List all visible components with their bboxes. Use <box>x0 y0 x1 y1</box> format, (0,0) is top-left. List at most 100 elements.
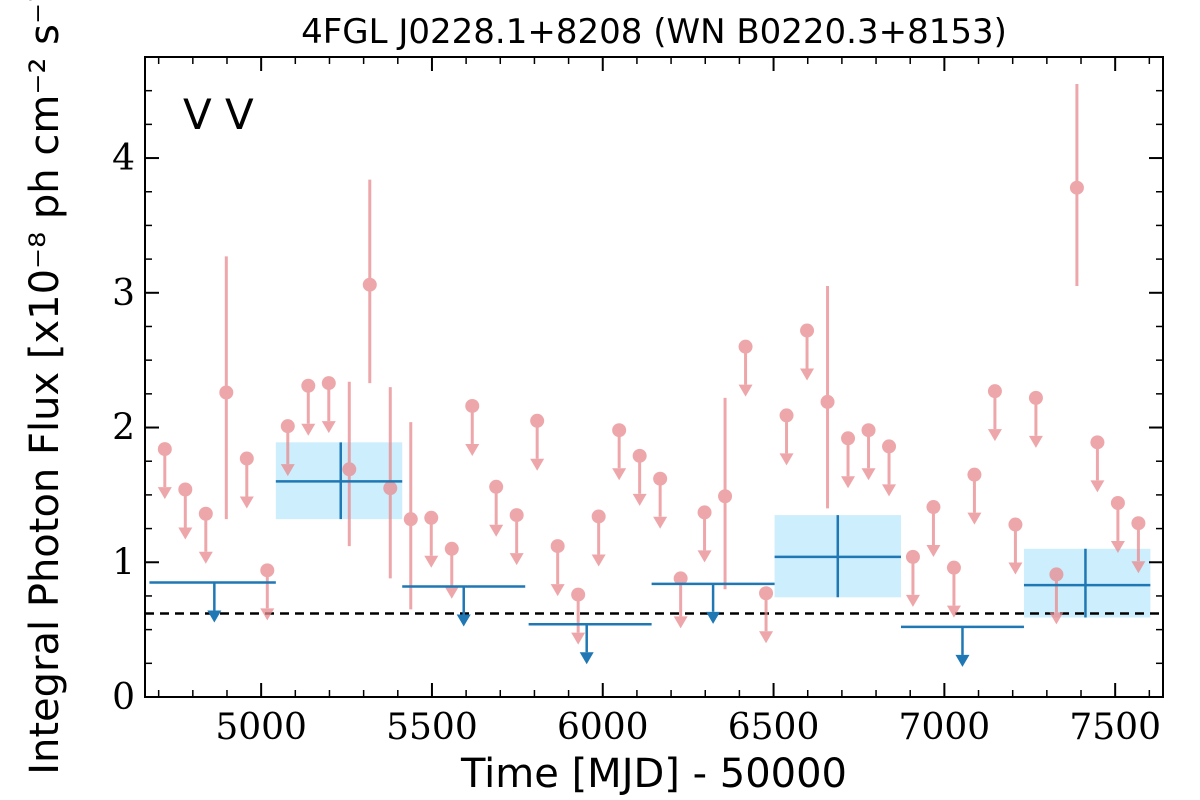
monthly-upper-limit-point <box>321 376 336 391</box>
monthly-upper-limit-point <box>905 549 920 564</box>
monthly-upper-limit-arrow <box>465 443 480 456</box>
yearly-upper-limit-arrow <box>207 610 222 623</box>
monthly-upper-limit-point <box>571 587 586 602</box>
monthly-upper-limit-point <box>1049 567 1064 582</box>
yearly-upper-limit-arrow <box>706 611 721 624</box>
y-axis-ticks: 0 1 2 3 4 <box>112 56 1163 718</box>
monthly-upper-limit-point <box>178 482 193 497</box>
monthly-upper-limit-point <box>1131 516 1146 531</box>
monthly-upper-limit-arrow <box>632 493 647 506</box>
monthly-upper-limit-arrow <box>926 545 941 558</box>
monthly-upper-limit-arrow <box>653 516 668 529</box>
monthly-detection-point <box>820 394 835 409</box>
monthly-upper-limit-point <box>239 451 254 466</box>
monthly-upper-limit-point <box>987 384 1002 399</box>
monthly-upper-limit-arrow <box>1131 561 1146 574</box>
monthly-upper-limit-point <box>444 541 459 556</box>
monthly-upper-limit-arrow <box>841 476 856 489</box>
monthly-upper-limit-point <box>465 398 480 413</box>
yearly-upper-limit-arrow <box>579 652 594 665</box>
monthly-upper-limit-arrow <box>157 487 172 500</box>
monthly-upper-limit-arrow <box>444 586 459 599</box>
monthly-upper-limit-arrow <box>591 554 606 567</box>
monthly-detection-point <box>403 512 418 527</box>
monthly-upper-limit-point <box>653 471 668 486</box>
plot-frame <box>144 56 1164 698</box>
monthly-upper-limit-arrow <box>1049 612 1064 625</box>
legend-entry-monthly: V <box>225 90 254 139</box>
monthly-upper-limit-arrow <box>239 496 254 509</box>
monthly-upper-limit-arrow <box>198 551 213 564</box>
monthly-upper-limit-arrow <box>612 468 627 481</box>
yearly-upper-limit-arrow <box>456 614 471 627</box>
monthly-upper-limit-point <box>841 431 856 446</box>
x-axis-ticks: 5000 5500 6000 6500 7000 7500 <box>157 57 1161 748</box>
monthly-upper-limit-point <box>967 467 982 482</box>
monthly-upper-limit-point <box>738 339 753 354</box>
monthly-upper-limit-point <box>882 439 897 454</box>
yearly-upper-limit-arrow <box>955 654 970 667</box>
monthly-upper-limit-arrow <box>178 527 193 540</box>
monthly-upper-limit-point <box>697 505 712 520</box>
monthly-upper-limit-point <box>1028 390 1043 405</box>
monthly-detection-point <box>219 385 234 400</box>
monthly-upper-limit-point <box>509 508 524 523</box>
monthly-upper-limit-arrow <box>550 584 565 597</box>
monthly-series <box>157 83 1146 645</box>
monthly-upper-limit-point <box>612 423 627 438</box>
monthly-upper-limit-arrow <box>1110 540 1125 553</box>
monthly-upper-limit-arrow <box>673 616 688 629</box>
monthly-upper-limit-point <box>550 539 565 554</box>
monthly-upper-limit-point <box>157 442 172 457</box>
x-axis-label: Time [MJD] - 50000 <box>460 751 847 797</box>
monthly-upper-limit-point <box>301 378 316 393</box>
monthly-upper-limit-point <box>861 423 876 438</box>
monthly-upper-limit-point <box>489 479 504 494</box>
y-tick-label: 3 <box>112 273 135 314</box>
x-tick-label: 5000 <box>215 707 307 748</box>
monthly-upper-limit-arrow <box>987 429 1002 442</box>
monthly-upper-limit-arrow <box>1090 480 1105 493</box>
monthly-upper-limit-point <box>632 448 647 463</box>
monthly-upper-limit-arrow <box>779 453 794 466</box>
monthly-upper-limit-point <box>800 323 815 338</box>
monthly-upper-limit-arrow <box>301 423 316 436</box>
monthly-upper-limit-arrow <box>260 608 275 621</box>
monthly-upper-limit-arrow <box>1028 435 1043 448</box>
monthly-upper-limit-arrow <box>905 594 920 607</box>
monthly-upper-limit-point <box>1110 495 1125 510</box>
x-tick-label: 7500 <box>1069 707 1161 748</box>
x-tick-label: 6500 <box>728 707 820 748</box>
monthly-upper-limit-arrow <box>946 605 961 618</box>
monthly-detection-point <box>383 481 398 496</box>
yearly-series <box>149 442 1151 667</box>
monthly-upper-limit-point <box>1008 517 1023 532</box>
monthly-upper-limit-arrow <box>509 553 524 566</box>
monthly-upper-limit-point <box>591 509 606 524</box>
plot-area <box>145 83 1163 667</box>
monthly-upper-limit-point <box>424 510 439 525</box>
monthly-upper-limit-arrow <box>861 468 876 481</box>
monthly-upper-limit-point <box>759 586 774 601</box>
yearly-error-band <box>1023 548 1151 618</box>
monthly-upper-limit-arrow <box>697 550 712 563</box>
monthly-upper-limit-arrow <box>489 524 504 537</box>
monthly-upper-limit-point <box>280 419 295 434</box>
monthly-upper-limit-arrow <box>800 368 815 381</box>
monthly-detection-point <box>362 277 377 292</box>
x-tick-label: 5500 <box>386 707 478 748</box>
monthly-upper-limit-arrow <box>530 458 545 471</box>
monthly-upper-limit-point <box>1090 435 1105 450</box>
y-axis-label: Integral Photon Flux [x10⁻⁸ ph cm⁻² s⁻¹] <box>22 0 68 775</box>
monthly-upper-limit-arrow <box>280 464 295 477</box>
monthly-upper-limit-point <box>673 571 688 586</box>
monthly-upper-limit-arrow <box>321 421 336 434</box>
y-tick-label: 2 <box>112 408 135 449</box>
monthly-upper-limit-point <box>260 563 275 578</box>
monthly-upper-limit-arrow <box>738 384 753 397</box>
monthly-upper-limit-arrow <box>1008 562 1023 575</box>
chart-title: 4FGL J0228.1+8208 (WN B0220.3+8153) <box>301 12 1007 52</box>
monthly-upper-limit-arrow <box>759 631 774 644</box>
monthly-upper-limit-arrow <box>571 632 586 645</box>
